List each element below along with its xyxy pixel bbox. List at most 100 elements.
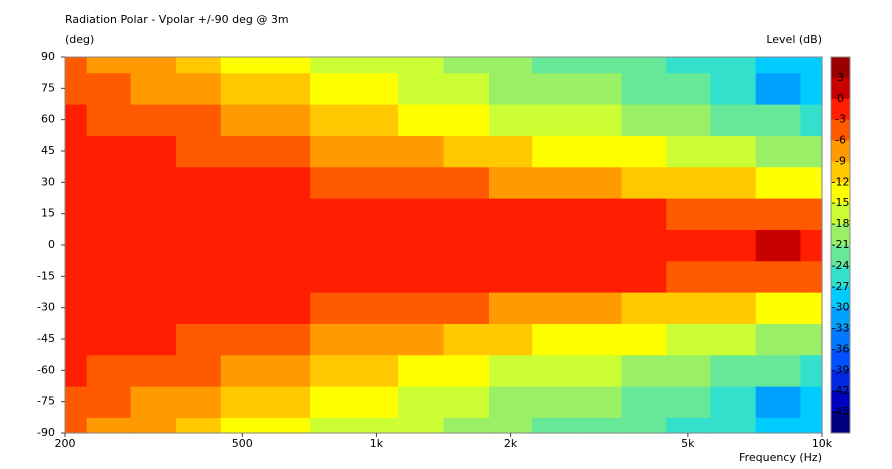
- colorbar-band: [831, 370, 850, 392]
- contour-cell: [310, 57, 356, 74]
- contour-cell: [398, 135, 445, 168]
- contour-cell: [65, 135, 88, 168]
- contour-cell: [130, 104, 177, 136]
- x-tick-label: 5k: [681, 437, 695, 450]
- contour-cell: [800, 166, 823, 199]
- x-tick-label: 1k: [370, 437, 384, 450]
- contour-cell: [86, 198, 132, 230]
- contour-cell: [264, 323, 311, 356]
- contour-cell: [86, 57, 132, 74]
- contour-cell: [621, 72, 667, 105]
- contour-cell: [398, 229, 445, 262]
- contour-cell: [130, 135, 177, 168]
- contour-cell: [264, 104, 311, 136]
- colorbar-band: [831, 349, 850, 371]
- contour-cell: [86, 354, 132, 387]
- contour-cell: [488, 135, 533, 168]
- contour-cell: [398, 104, 445, 136]
- contour-cell: [621, 386, 667, 418]
- contour-cell: [576, 417, 623, 434]
- contour-cell: [65, 57, 88, 74]
- contour-cell: [621, 354, 667, 387]
- y-tick-label: 45: [41, 144, 55, 157]
- colorbar-band: [831, 182, 850, 204]
- contour-cell: [576, 198, 623, 230]
- y-tick-label: 75: [41, 81, 55, 94]
- y-tick-label: 30: [41, 175, 55, 188]
- contour-cell: [65, 417, 88, 434]
- contour-cell: [710, 104, 757, 136]
- contour-cell: [398, 292, 445, 324]
- contour-cell: [532, 292, 577, 324]
- contour-cell: [176, 260, 222, 293]
- colorbar-label: Level (dB): [766, 33, 822, 46]
- contour-cell: [310, 104, 356, 136]
- contour-cell: [800, 104, 823, 136]
- contour-cell: [755, 354, 802, 387]
- colorbar-tick-label: -3: [835, 113, 846, 126]
- contour-cell: [354, 166, 399, 199]
- y-tick-label: -30: [37, 301, 55, 314]
- contour-cell: [532, 166, 577, 199]
- contour-cell: [176, 198, 222, 230]
- contour-cell: [354, 229, 399, 262]
- contour-cell: [666, 386, 711, 418]
- contour-cell: [130, 198, 177, 230]
- contour-cell: [354, 57, 399, 74]
- contour-cell: [755, 292, 802, 324]
- contour-cell: [755, 166, 802, 199]
- contour-cell: [710, 354, 757, 387]
- contour-cell: [532, 417, 577, 434]
- contour-cell: [354, 323, 399, 356]
- colorbar-tick-label: -33: [832, 322, 850, 335]
- contour-cell: [800, 417, 823, 434]
- contour-cell: [800, 260, 823, 293]
- contour-cell: [621, 292, 667, 324]
- colorbar-tick-label: -42: [832, 384, 850, 397]
- chart-title: Radiation Polar - Vpolar +/-90 deg @ 3m: [65, 13, 289, 26]
- contour-cell: [443, 104, 490, 136]
- contour-cell: [65, 386, 88, 418]
- contour-cell: [443, 354, 490, 387]
- contour-cell: [86, 292, 132, 324]
- contour-cell: [398, 57, 445, 74]
- contour-cell: [443, 57, 490, 74]
- contour-cell: [755, 72, 802, 105]
- contour-cell: [532, 354, 577, 387]
- contour-cell: [488, 323, 533, 356]
- contour-cell: [666, 260, 711, 293]
- contour-cell: [264, 386, 311, 418]
- contour-cell: [176, 292, 222, 324]
- contour-cell: [532, 229, 577, 262]
- contour-cell: [398, 166, 445, 199]
- contour-cell: [532, 386, 577, 418]
- contour-cell: [65, 104, 88, 136]
- contour-cell: [65, 354, 88, 387]
- contour-cell: [755, 135, 802, 168]
- contour-cell: [220, 260, 266, 293]
- colorbar-tick-label: -45: [832, 405, 850, 418]
- contour-cell: [264, 354, 311, 387]
- contour-cell: [310, 260, 356, 293]
- contour-cell: [532, 198, 577, 230]
- contour-cell: [130, 292, 177, 324]
- contour-cell: [354, 417, 399, 434]
- x-tick-label: 2k: [504, 437, 518, 450]
- contour-cell: [576, 323, 623, 356]
- contour-cell: [310, 323, 356, 356]
- contour-cell: [710, 292, 757, 324]
- contour-cell: [576, 104, 623, 136]
- contour-cell: [176, 354, 222, 387]
- colorbar-band: [831, 161, 850, 183]
- contour-cell: [176, 386, 222, 418]
- contour-cell: [710, 386, 757, 418]
- contour-cell: [220, 386, 266, 418]
- contour-cell: [86, 260, 132, 293]
- contour-cell: [86, 386, 132, 418]
- contour-cell: [621, 260, 667, 293]
- colorbar-band: [831, 140, 850, 162]
- contour-cell: [755, 260, 802, 293]
- colorbar-tick-label: -39: [832, 363, 850, 376]
- contour-cell: [354, 104, 399, 136]
- contour-cell: [220, 104, 266, 136]
